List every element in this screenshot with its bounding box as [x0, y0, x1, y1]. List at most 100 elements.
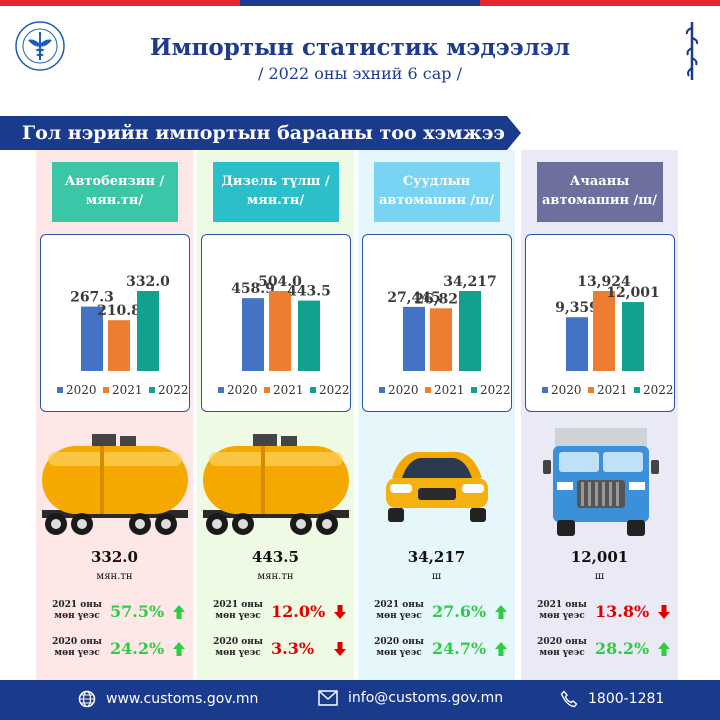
- bar-2022: [459, 291, 481, 371]
- chart-box: 27,445 26,825 34,217 2020 2021 2022: [362, 234, 512, 412]
- comparison-label-line: 2020 оны: [537, 637, 587, 647]
- customs-logo-icon: [15, 21, 65, 71]
- tanker-icon: [42, 434, 188, 535]
- panel-3: Суудлын автомашин /ш/27,445 26,825 34,217 2…: [358, 150, 515, 680]
- bar-value-label: 13,924: [577, 274, 631, 290]
- footer-website[interactable]: www.customs.gov.mn: [78, 690, 258, 708]
- panel-label: Автобензин /мян.тн/: [51, 162, 178, 222]
- comparison-label-line: мөн үеэс: [215, 611, 261, 622]
- legend-label: 2020: [66, 383, 97, 397]
- total-value: 12,001: [570, 548, 629, 566]
- footer: www.customs.gov.mn info@customs.gov.mn 1…: [0, 680, 720, 720]
- total-unit: ш: [431, 571, 442, 582]
- footer-email[interactable]: info@customs.gov.mn: [318, 690, 503, 706]
- arrow-up-icon: [658, 642, 670, 656]
- arrow-down-icon: [334, 605, 346, 619]
- bar-value-label: 267.3: [70, 290, 114, 306]
- comparison-label: 2021 оны мөн үеэс: [207, 600, 269, 623]
- bar-2020: [566, 317, 588, 371]
- legend-swatch: [310, 387, 316, 393]
- legend-label: 2022: [643, 383, 674, 397]
- comparison-percent: 57.5%: [110, 602, 165, 621]
- panel-label: Суудлын автомашин /ш/: [373, 162, 500, 222]
- comparison-label-line: 2020 оны: [52, 637, 102, 647]
- legend-swatch: [425, 387, 431, 393]
- bar-value-label: 332.0: [126, 274, 170, 290]
- bar-2022: [298, 300, 320, 371]
- bar-2021: [108, 320, 130, 371]
- vehicle-illustration: [197, 428, 354, 538]
- bar-2021: [269, 291, 291, 371]
- arrow-down-icon: [658, 605, 670, 619]
- bar-value-label: 210.8: [97, 303, 141, 319]
- bar-2022: [622, 302, 644, 371]
- comparison-label-line: мөн үеэс: [376, 611, 422, 622]
- total-unit: мян.тн: [257, 571, 294, 582]
- panel-4: Ачааны автомашин /ш/9,359 13,924 12,001 202…: [521, 150, 678, 680]
- comparison-label: 2020 оны мөн үеэс: [531, 637, 593, 660]
- comparison-label-line: мөн үеэс: [539, 611, 585, 622]
- comparison-label-line: 2021 оны: [213, 600, 263, 610]
- arrow-down-icon: [334, 642, 346, 656]
- header: Импортын статистик мэдээлэл / 2022 оны э…: [0, 6, 720, 110]
- comparison-label: 2020 оны мөн үеэс: [46, 637, 108, 660]
- comparison-label-line: мөн үеэс: [215, 648, 261, 659]
- bar-value-label: 443.5: [287, 284, 331, 300]
- comparison-label: 2020 оны мөн үеэс: [207, 637, 269, 660]
- phone-icon: [560, 690, 578, 708]
- comparison-y2020: 2020 оны мөн үеэс 28.2%: [531, 637, 681, 661]
- legend-swatch: [149, 387, 155, 393]
- bar-value-label: 458.9: [231, 281, 275, 297]
- mongolian-script-icon: [685, 22, 699, 80]
- comparison-percent: 13.8%: [595, 602, 650, 621]
- comparison-percent: 24.2%: [110, 639, 165, 658]
- arrow-up-icon: [173, 642, 185, 656]
- total-unit: ш: [594, 571, 605, 582]
- legend-label: 2021: [273, 383, 304, 397]
- comparison-y2021: 2021 оны мөн үеэс 57.5%: [46, 600, 196, 624]
- comparison-label-line: мөн үеэс: [376, 648, 422, 659]
- comparison-label-line: 2021 оны: [374, 600, 424, 610]
- legend-label: 2022: [158, 383, 189, 397]
- legend-swatch: [57, 387, 63, 393]
- comparison-y2021: 2021 оны мөн үеэс 13.8%: [531, 600, 681, 624]
- bar-value-label: 26,825: [414, 291, 468, 307]
- comparison-label-line: 2021 оны: [537, 600, 587, 610]
- section-title: Гол нэрийн импортын барааны тоо хэмжээ: [0, 116, 521, 150]
- comparison-percent: 28.2%: [595, 639, 650, 658]
- legend-swatch: [588, 387, 594, 393]
- comparison-y2021: 2021 оны мөн үеэс 12.0%: [207, 600, 357, 624]
- legend-swatch: [218, 387, 224, 393]
- comparison-label: 2021 оны мөн үеэс: [368, 600, 430, 623]
- comparison-y2021: 2021 оны мөн үеэс 27.6%: [368, 600, 518, 624]
- comparison-percent: 12.0%: [271, 602, 326, 621]
- legend-label: 2020: [551, 383, 582, 397]
- comparison-percent: 27.6%: [432, 602, 487, 621]
- vehicle-illustration: [358, 428, 515, 538]
- legend-swatch: [634, 387, 640, 393]
- comparison-label-line: 2020 оны: [213, 637, 263, 647]
- panel-label: Ачааны автомашин /ш/: [536, 162, 663, 222]
- legend-label: 2021: [112, 383, 143, 397]
- bar-2021: [593, 291, 615, 371]
- globe-icon: [78, 690, 96, 708]
- panel-2: Дизель түлш /мян.тн/458.9 504.0 443.5 2020 2…: [197, 150, 354, 680]
- bar-2021: [430, 308, 452, 371]
- legend-label: 2021: [434, 383, 465, 397]
- truck-icon: [543, 428, 659, 536]
- arrow-up-icon: [173, 605, 185, 619]
- comparison-label-line: мөн үеэс: [54, 648, 100, 659]
- car-icon: [386, 452, 488, 522]
- mail-icon: [318, 690, 338, 706]
- website-text: www.customs.gov.mn: [106, 691, 259, 707]
- footer-phone[interactable]: 1800-1281: [560, 690, 664, 708]
- total-value: 332.0: [91, 548, 138, 566]
- comparison-label-line: мөн үеэс: [54, 611, 100, 622]
- legend-label: 2022: [480, 383, 511, 397]
- bar-value-label: 34,217: [443, 274, 497, 290]
- arrow-up-icon: [495, 642, 507, 656]
